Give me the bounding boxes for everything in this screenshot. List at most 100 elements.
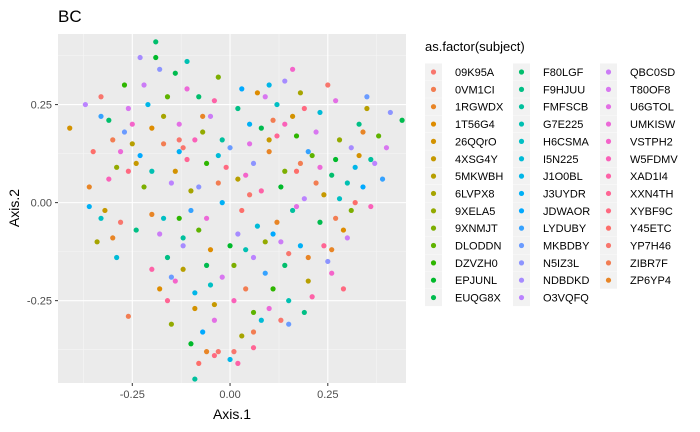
data-point xyxy=(250,309,257,316)
legend-swatch xyxy=(605,156,612,162)
legend-item: 1T56G4 xyxy=(425,115,495,133)
data-point xyxy=(286,321,292,327)
data-point xyxy=(86,203,92,210)
data-point xyxy=(262,94,268,100)
legend-swatch xyxy=(518,104,525,110)
data-point xyxy=(282,78,288,84)
data-point xyxy=(344,180,350,186)
data-point xyxy=(282,262,288,268)
legend-item: 5MKWBH xyxy=(425,167,503,185)
data-point xyxy=(110,137,116,143)
legend-swatch xyxy=(605,208,612,214)
data-point xyxy=(227,145,233,151)
data-point xyxy=(301,309,307,316)
data-point xyxy=(250,254,257,261)
data-point xyxy=(219,274,225,280)
data-point xyxy=(333,215,339,221)
data-point xyxy=(223,164,229,170)
data-point xyxy=(243,172,249,178)
data-point xyxy=(219,137,225,143)
legend-item: EPJUNL xyxy=(425,271,497,289)
grid-lines xyxy=(58,34,406,383)
data-point xyxy=(329,270,335,276)
data-point xyxy=(399,117,405,123)
data-point xyxy=(368,156,374,163)
legend-item: F9HJUU xyxy=(513,80,585,98)
data-point xyxy=(231,298,237,304)
legend-swatch xyxy=(605,277,612,283)
legend-item: 0VM1CI xyxy=(425,80,495,98)
data-point xyxy=(164,254,171,261)
legend-item: F80LGF xyxy=(513,63,584,81)
legend-swatch xyxy=(430,121,437,127)
x-tick-label: 0.00 xyxy=(219,389,240,401)
data-point xyxy=(157,231,163,237)
legend-item: YP7H46 xyxy=(600,237,671,254)
legend-item: EUQG8X xyxy=(425,289,502,307)
legend-item: I5N225 xyxy=(513,150,578,168)
legend-label: JDWAOR xyxy=(543,206,590,218)
legend-swatch xyxy=(518,294,525,301)
legend-label: ZIBR7F xyxy=(630,258,668,270)
data-point xyxy=(258,188,264,194)
data-point xyxy=(196,227,202,233)
legend: 09K95A 0VM1CI 1RGWDX 1T56G4 26QQrO 4XSG4Y 5MKW… xyxy=(425,63,678,307)
legend-label: YP7H46 xyxy=(630,241,671,253)
legend-swatch xyxy=(518,138,525,144)
data-point xyxy=(157,286,163,292)
data-point xyxy=(246,141,253,147)
data-point xyxy=(149,168,155,174)
data-point xyxy=(160,141,167,147)
data-point xyxy=(168,274,174,280)
data-point xyxy=(313,180,319,186)
data-point xyxy=(278,317,284,323)
data-point xyxy=(235,105,241,112)
legend-item: J3UYDR xyxy=(513,184,586,202)
data-point xyxy=(231,262,237,268)
data-point xyxy=(172,278,178,284)
data-point xyxy=(235,176,241,182)
legend-swatch xyxy=(430,277,437,283)
legend-label: XYBF9C xyxy=(630,206,673,218)
legend-swatch xyxy=(518,173,525,179)
legend-item: VSTPH2 xyxy=(600,132,673,150)
data-point xyxy=(149,125,155,131)
legend-label: 26QQrO xyxy=(455,136,497,148)
legend-swatch xyxy=(430,260,437,266)
legend-swatch xyxy=(430,190,437,197)
data-point xyxy=(262,270,268,276)
data-point xyxy=(153,54,159,61)
data-point xyxy=(176,137,182,143)
data-point xyxy=(239,207,245,214)
data-point xyxy=(239,333,245,339)
legend-label: EUQG8X xyxy=(455,293,502,305)
data-point xyxy=(270,286,276,292)
data-point xyxy=(137,152,143,159)
data-point xyxy=(274,219,280,225)
data-point xyxy=(207,282,214,288)
data-point xyxy=(211,301,218,308)
data-point xyxy=(356,121,362,127)
data-point xyxy=(180,266,186,272)
data-point xyxy=(301,196,307,202)
data-point xyxy=(266,149,272,155)
data-point xyxy=(211,317,218,323)
data-point xyxy=(297,160,304,167)
legend-swatch xyxy=(518,190,525,197)
data-point xyxy=(250,329,257,335)
data-point xyxy=(184,86,190,92)
data-point xyxy=(160,113,167,119)
legend-label: XXN4TH xyxy=(630,188,673,200)
legend-label: N5IZ3L xyxy=(543,258,579,270)
data-point xyxy=(325,82,331,88)
data-point xyxy=(352,200,358,206)
data-point xyxy=(282,121,288,127)
data-point xyxy=(207,247,214,253)
legend-swatch xyxy=(518,208,525,214)
legend-swatch xyxy=(518,156,525,162)
data-point xyxy=(164,94,171,100)
data-point xyxy=(98,215,104,221)
legend-item: XYBF9C xyxy=(600,202,673,220)
legend-label: NDBDKD xyxy=(543,275,590,287)
